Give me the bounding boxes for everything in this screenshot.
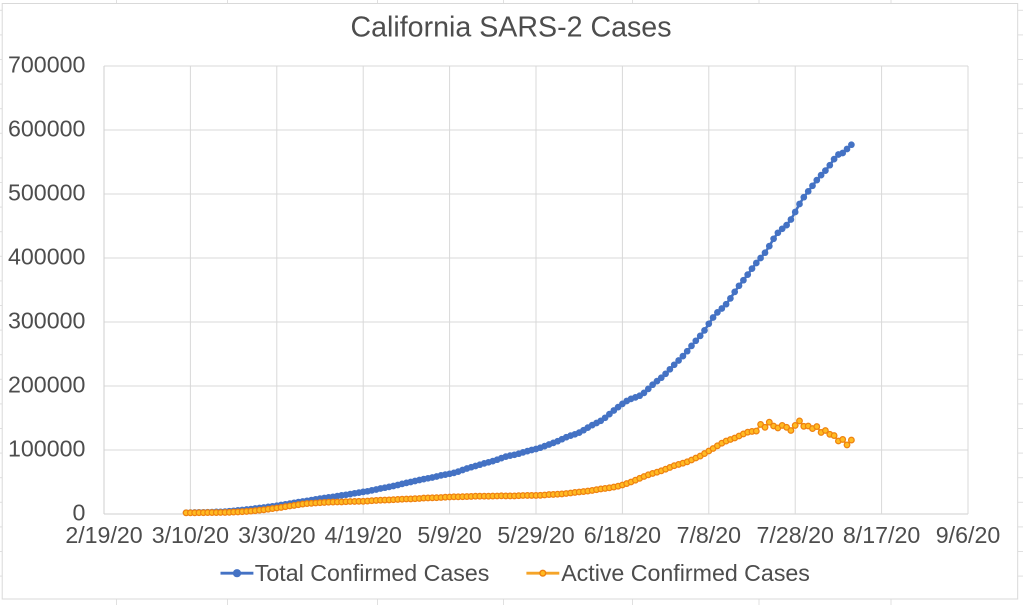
svg-text:6/18/20: 6/18/20 [584,522,661,548]
svg-text:7/28/20: 7/28/20 [757,522,834,548]
svg-text:500000: 500000 [8,179,85,205]
svg-text:7/8/20: 7/8/20 [677,522,741,548]
svg-text:3/10/20: 3/10/20 [152,522,229,548]
svg-text:300000: 300000 [8,307,85,333]
svg-text:3/30/20: 3/30/20 [238,522,315,548]
svg-text:Active Confirmed Cases: Active Confirmed Cases [561,560,810,586]
svg-text:8/17/20: 8/17/20 [843,522,920,548]
svg-text:5/29/20: 5/29/20 [497,522,574,548]
svg-text:700000: 700000 [8,51,85,77]
svg-text:Total Confirmed Cases: Total Confirmed Cases [255,560,490,586]
svg-text:0: 0 [72,499,85,525]
svg-text:200000: 200000 [8,371,85,397]
svg-text:600000: 600000 [8,115,85,141]
svg-text:California SARS-2 Cases: California SARS-2 Cases [350,12,671,44]
svg-text:4/19/20: 4/19/20 [325,522,402,548]
svg-text:9/6/20: 9/6/20 [936,522,1000,548]
svg-text:100000: 100000 [8,435,85,461]
svg-text:400000: 400000 [8,243,85,269]
svg-text:2/19/20: 2/19/20 [65,522,142,548]
svg-text:5/9/20: 5/9/20 [417,522,481,548]
